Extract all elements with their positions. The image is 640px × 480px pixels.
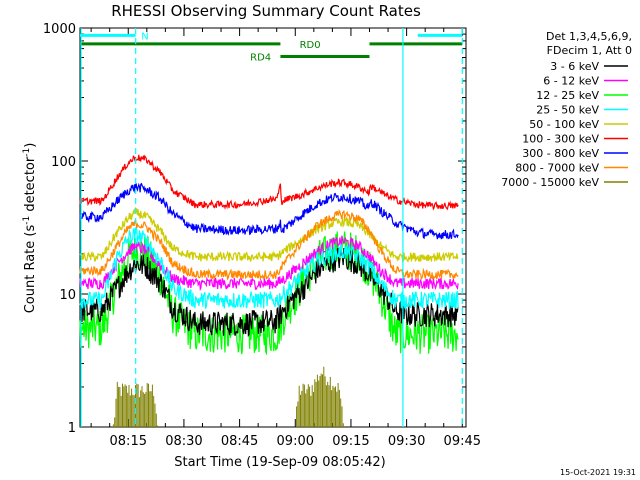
series-300-800-kev [79,182,459,240]
legend-label-12-25-kev: 12 - 25 keV [536,89,599,102]
y-tick-label: 1000 [43,22,76,37]
y-tick-label: 100 [51,155,76,170]
legend-label-6-12-kev: 6 - 12 keV [543,75,599,88]
x-tick-label: 08:45 [221,434,258,449]
footer-timestamp: 15-Oct-2021 19:31 [560,468,636,477]
series-25-50-kev [79,226,459,311]
x-tick-label: 08:15 [110,434,147,449]
y-axis-label: Count Rate (s-1 detector-1) [22,143,38,314]
legend-label-300-800-kev: 300 - 800 keV [522,147,599,160]
legend-header-line-2: FDecim 1, Att 0 [547,44,632,57]
y-tick-labels: 1 10 100 1000 [43,22,76,436]
legend: Det 1,3,4,5,6,9, FDecim 1, Att 0 3 - 6 k… [501,30,632,189]
x-tick-label: 08:30 [165,434,202,449]
x-axis-label: Start Time (19-Sep-09 08:05:42) [174,455,385,470]
x-tick-label: 09:30 [388,434,425,449]
state-label-rd0: RD0 [300,40,321,51]
legend-label-7000-15000-kev: 7000 - 15000 keV [501,176,599,189]
state-label-rd4: RD4 [250,53,271,64]
series-100-300-kev [79,154,459,211]
chart-title: RHESSI Observing Summary Count Rates [111,2,421,20]
series-6-12-kev [79,235,459,292]
boundary-lines [80,28,463,427]
legend-label-100-300-kev: 100 - 300 keV [522,133,599,146]
x-tick-label: 09:00 [277,434,314,449]
legend-label-800-7000-kev: 800 - 7000 keV [515,162,599,175]
state-label-n: N [141,31,148,42]
y-tick-label: 1 [68,421,76,436]
legend-label-3-6-kev: 3 - 6 keV [550,60,599,73]
plot-frame [79,27,467,428]
legend-label-25-50-kev: 25 - 50 keV [536,104,599,117]
series-7000-15000-kev [112,366,344,427]
series-800-7000-kev [79,209,459,281]
x-tick-label: 09:45 [444,434,481,449]
series-50-100-kev [79,206,459,263]
series-group [79,154,459,427]
state-bars: N RD0 RD4 [80,31,463,64]
legend-label-50-100-kev: 50 - 100 keV [529,118,599,131]
y-tick-label: 10 [59,288,76,303]
x-tick-labels: 08:15 08:30 08:45 09:00 09:15 09:30 09:45 [110,434,482,449]
legend-header-line-1: Det 1,3,4,5,6,9, [546,30,632,43]
x-tick-label: 09:15 [332,434,369,449]
